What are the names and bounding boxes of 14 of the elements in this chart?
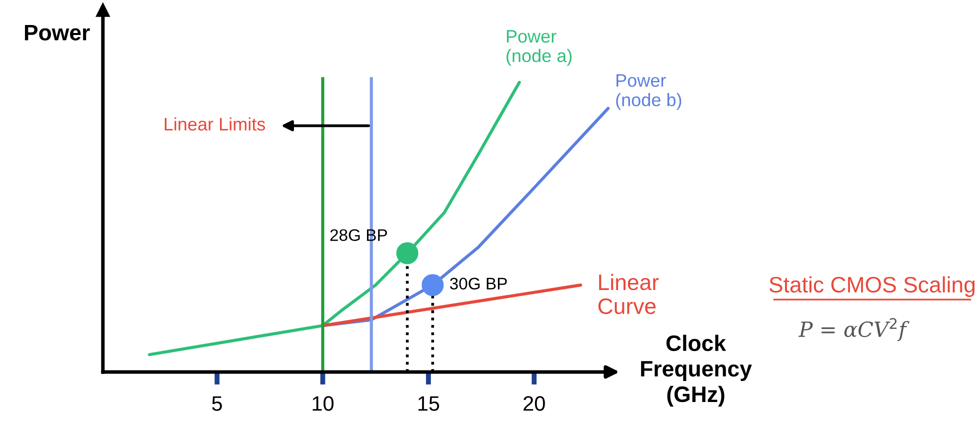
series-label: Linear Curve: [598, 274, 659, 314]
annotation: 30G BP: [450, 278, 507, 290]
y-axis-title: Power: [24, 24, 90, 40]
x-tick-label: 15: [418, 396, 440, 411]
annotation: 28G BP: [330, 229, 387, 242]
x-tick-label: 10: [312, 396, 334, 411]
series-label: Power (node a): [506, 30, 572, 66]
text: Static CMOS Scaling: [769, 276, 975, 297]
text: P = αCV$^{2}$f: [798, 318, 910, 342]
x-axis-title: Clock Frequency (GHz): [641, 334, 752, 407]
x-tick-label: 5: [212, 396, 222, 411]
series-label: Power (node b): [616, 74, 682, 110]
ref-line-label: Linear Limits: [164, 117, 266, 131]
x-tick-label: 20: [524, 396, 545, 411]
